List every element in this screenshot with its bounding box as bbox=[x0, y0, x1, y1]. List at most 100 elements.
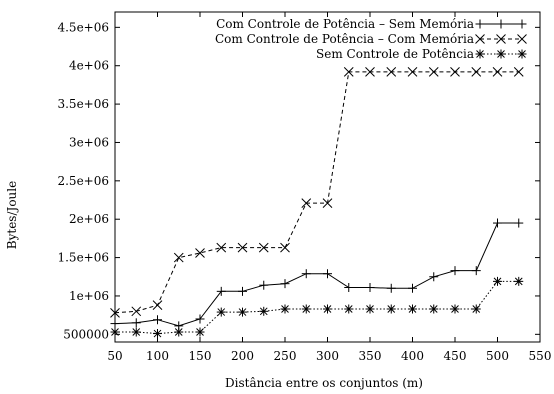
data-point bbox=[110, 327, 120, 337]
data-point bbox=[344, 304, 354, 314]
y-tick-label: 500000 bbox=[63, 327, 109, 341]
data-point bbox=[322, 198, 333, 208]
data-point bbox=[471, 304, 481, 314]
legend-item: Sem Controle de Potência bbox=[316, 47, 527, 61]
data-point bbox=[195, 327, 205, 337]
data-point bbox=[450, 266, 460, 276]
data-point bbox=[471, 266, 481, 276]
legend-marker bbox=[475, 19, 485, 29]
x-tick-label: 50 bbox=[107, 349, 122, 363]
legend: Com Controle de Potência – Sem MemóriaCo… bbox=[215, 17, 527, 61]
data-point bbox=[429, 304, 439, 314]
series-group bbox=[110, 67, 524, 339]
legend-label: Com Controle de Potência – Sem Memória bbox=[216, 17, 474, 31]
y-axis: 500000 1e+06 1.5e+06 2e+06 2.5e+06 3e+06 3.5e+… bbox=[57, 20, 540, 341]
data-point bbox=[450, 304, 460, 314]
data-point bbox=[301, 269, 311, 279]
data-point bbox=[492, 67, 503, 77]
data-point bbox=[323, 269, 332, 279]
legend-label: Com Controle de Potência – Com Memória bbox=[215, 32, 474, 46]
series-line bbox=[114, 222, 519, 327]
data-point bbox=[238, 307, 247, 317]
data-point bbox=[195, 314, 205, 324]
data-point bbox=[301, 198, 312, 208]
data-point bbox=[238, 286, 247, 296]
data-point bbox=[259, 280, 269, 290]
x-tick-label: 300 bbox=[316, 349, 339, 363]
y-tick-label: 3.5e+06 bbox=[57, 97, 109, 111]
y-tick-label: 3e+06 bbox=[69, 135, 109, 149]
data-point bbox=[258, 242, 269, 253]
data-point bbox=[344, 283, 354, 293]
data-point bbox=[259, 306, 269, 316]
legend-marker bbox=[496, 19, 506, 29]
series-line bbox=[114, 71, 519, 314]
legend-marker bbox=[517, 19, 527, 29]
x-tick-label: 150 bbox=[189, 349, 212, 363]
data-point bbox=[110, 307, 120, 318]
data-point bbox=[471, 67, 482, 77]
data-point bbox=[174, 327, 184, 337]
data-point bbox=[280, 304, 290, 314]
data-point bbox=[513, 67, 524, 77]
data-point bbox=[343, 67, 354, 77]
data-point bbox=[386, 283, 396, 293]
series-3 bbox=[110, 276, 524, 339]
data-point bbox=[131, 327, 141, 337]
legend-label: Sem Controle de Potência bbox=[316, 47, 474, 61]
series-2 bbox=[110, 67, 524, 318]
data-point bbox=[131, 318, 141, 328]
legend-item: Com Controle de Potência – Sem Memória bbox=[216, 17, 527, 31]
data-point bbox=[428, 67, 439, 77]
y-axis-label: Bytes/Joule bbox=[5, 181, 19, 249]
data-point bbox=[152, 300, 163, 311]
data-point bbox=[173, 252, 184, 263]
legend-item: Com Controle de Potência – Com Memória bbox=[215, 32, 527, 46]
x-tick-label: 200 bbox=[231, 349, 254, 363]
data-point bbox=[280, 279, 290, 289]
data-point bbox=[408, 304, 417, 314]
data-point bbox=[131, 306, 142, 317]
data-point bbox=[323, 304, 332, 314]
x-tick-label: 350 bbox=[359, 349, 382, 363]
data-point bbox=[386, 304, 396, 314]
legend-marker bbox=[475, 49, 485, 59]
y-tick-label: 4e+06 bbox=[69, 59, 109, 73]
data-point bbox=[429, 272, 439, 282]
legend-marker bbox=[475, 34, 485, 44]
y-tick-label: 4.5e+06 bbox=[57, 20, 109, 34]
data-point bbox=[365, 67, 375, 77]
data-point bbox=[216, 242, 227, 253]
x-tick-label: 100 bbox=[146, 349, 169, 363]
legend-marker bbox=[496, 49, 506, 59]
data-point bbox=[153, 329, 162, 339]
legend-marker bbox=[496, 34, 506, 44]
data-point bbox=[514, 276, 524, 286]
data-point bbox=[493, 218, 502, 228]
data-point bbox=[195, 248, 205, 258]
x-axis-label: Distância entre os conjuntos (m) bbox=[225, 376, 423, 390]
data-point bbox=[407, 67, 418, 77]
x-tick-label: 500 bbox=[486, 349, 509, 363]
y-tick-label: 2.5e+06 bbox=[57, 174, 109, 188]
data-point bbox=[237, 242, 248, 253]
data-point bbox=[153, 315, 162, 325]
plot-frame bbox=[114, 11, 541, 343]
y-tick-label: 1e+06 bbox=[69, 289, 109, 303]
data-point bbox=[514, 218, 524, 228]
y-tick-label: 2e+06 bbox=[69, 212, 109, 226]
plot-border bbox=[114, 11, 541, 343]
legend-marker bbox=[517, 34, 527, 44]
data-point bbox=[301, 304, 311, 314]
y-tick-label: 1.5e+06 bbox=[57, 251, 109, 265]
x-tick-label: 400 bbox=[401, 349, 424, 363]
data-point bbox=[408, 283, 417, 293]
x-tick-label: 550 bbox=[529, 349, 552, 363]
data-point bbox=[493, 276, 502, 286]
x-tick-label: 250 bbox=[274, 349, 297, 363]
data-point bbox=[110, 319, 120, 329]
data-point bbox=[216, 286, 226, 296]
data-point bbox=[386, 67, 397, 77]
data-point bbox=[365, 283, 375, 293]
